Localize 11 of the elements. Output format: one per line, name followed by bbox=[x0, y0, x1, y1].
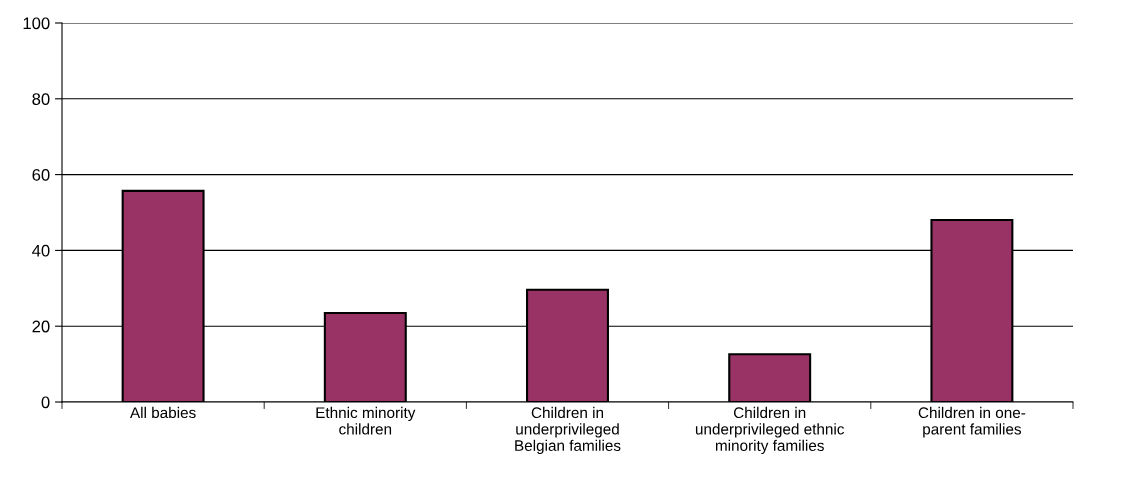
x-tick-label: Children in underprivileged ethnic minority families bbox=[695, 406, 845, 455]
y-tick-label: 40 bbox=[32, 244, 50, 257]
x-tick-label: Children in one- parent families bbox=[918, 406, 1026, 438]
y-tick-label: 60 bbox=[32, 169, 50, 181]
x-tick-label: All babies bbox=[130, 406, 196, 419]
x-tick-label: Ethnic minority children bbox=[316, 406, 416, 435]
y-tick-label: 80 bbox=[32, 93, 50, 105]
x-tick-label: Children in underprivileged Belgian families bbox=[515, 406, 621, 455]
y-tick-label: 0 bbox=[41, 396, 50, 409]
y-tick-label: 100 bbox=[23, 17, 50, 30]
y-tick-label: 20 bbox=[32, 320, 50, 333]
